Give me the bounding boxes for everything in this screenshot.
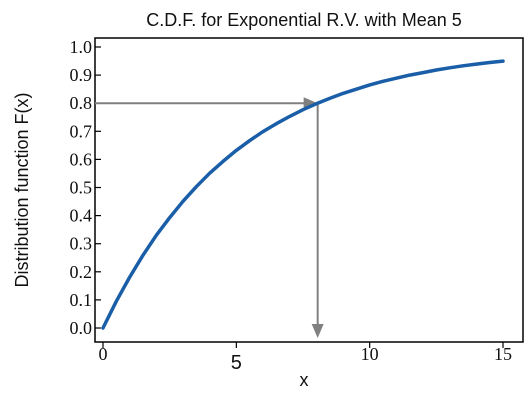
y-tick-label: 1.0 [70, 37, 93, 57]
y-tick-label: 0.1 [70, 290, 93, 310]
plot-frame [94, 37, 524, 343]
x-tick-label: 15 [494, 344, 512, 364]
vertical-arrow-head [311, 324, 324, 338]
y-tick-label: 0.7 [70, 121, 93, 141]
x-axis-label: x [300, 370, 309, 390]
x-axis: 0 5 10 15 [99, 342, 512, 374]
y-axis: 0.0 0.1 0.2 0.3 0.4 0.5 0.6 0.7 0.8 0.9 1.0 [70, 37, 101, 338]
y-tick-label: 0.3 [70, 234, 93, 254]
x-tick-label: 5 [231, 352, 242, 374]
quantile-annotation [95, 97, 324, 338]
y-tick-label: 0.6 [70, 149, 93, 169]
y-tick-label: 0.9 [70, 65, 93, 85]
y-tick-label: 0.0 [70, 318, 93, 338]
cdf-curve [101, 59, 505, 330]
y-tick-label: 0.2 [70, 262, 93, 282]
y-axis-label: Distribution function F(x) [12, 92, 32, 287]
y-tick-label: 0.4 [70, 206, 93, 226]
series-group [101, 59, 505, 330]
x-tick-label: 10 [361, 344, 379, 364]
y-tick-label: 0.8 [70, 93, 93, 113]
chart-title: C.D.F. for Exponential R.V. with Mean 5 [146, 10, 461, 30]
y-tick-label: 0.5 [70, 178, 93, 198]
x-tick-label: 0 [99, 344, 108, 364]
